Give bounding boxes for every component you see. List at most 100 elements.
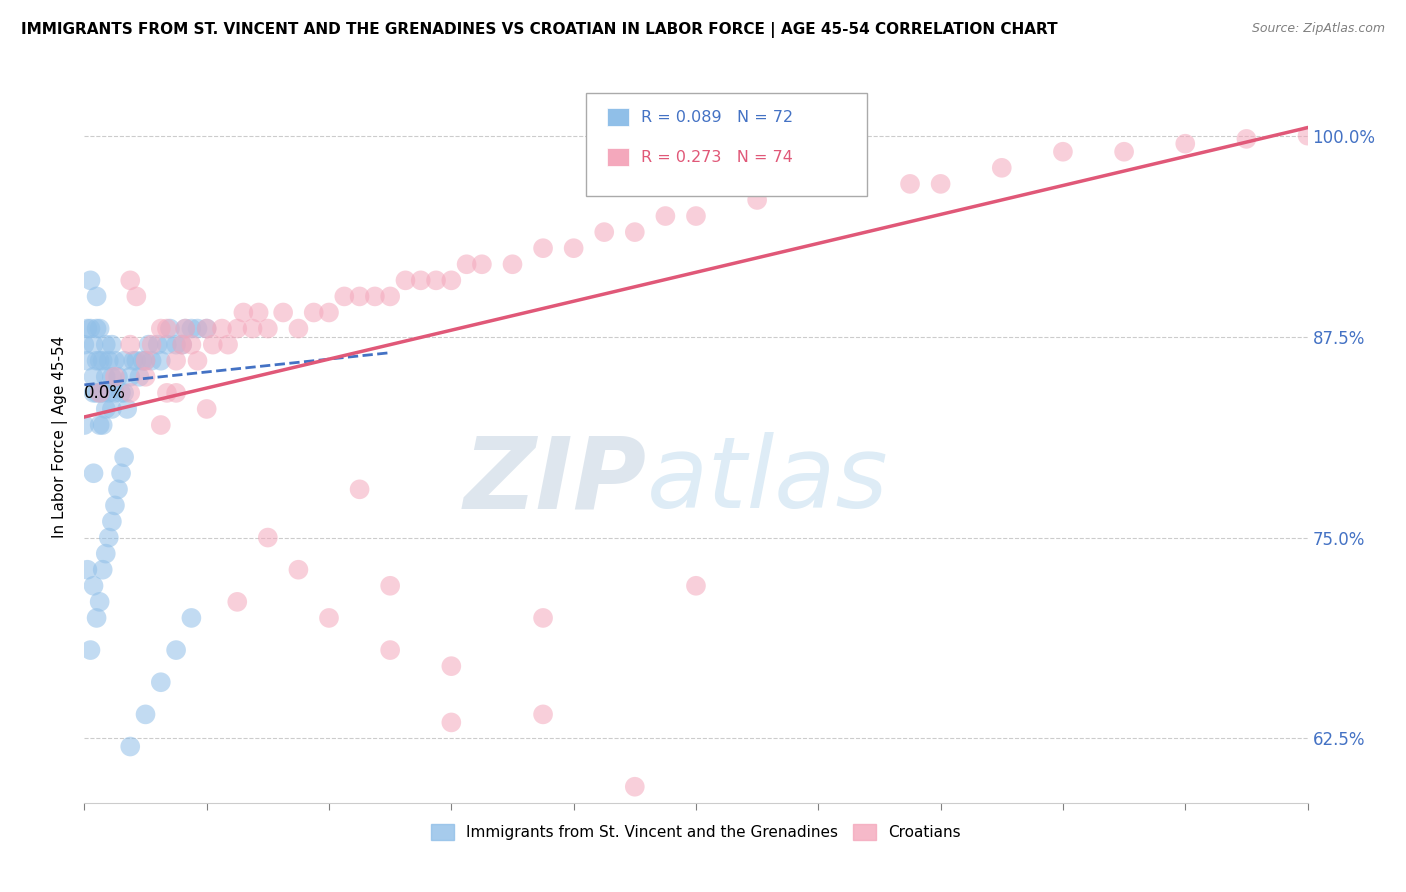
Point — [76, 563, 98, 577]
Point — [156, 321, 179, 335]
Text: atlas: atlas — [647, 433, 889, 530]
Point — [110, 385, 132, 400]
Point — [91, 563, 114, 577]
Point — [101, 515, 124, 529]
Point — [86, 321, 108, 335]
Text: Source: ZipAtlas.com: Source: ZipAtlas.com — [1251, 22, 1385, 36]
Point — [86, 289, 108, 303]
Point — [97, 531, 120, 545]
Point — [440, 715, 463, 730]
Point — [112, 385, 135, 400]
Y-axis label: In Labor Force | Age 45-54: In Labor Force | Age 45-54 — [52, 336, 69, 538]
Point — [97, 385, 120, 400]
Point — [89, 353, 111, 368]
Point — [107, 483, 129, 497]
Point — [146, 337, 169, 351]
Point — [502, 257, 524, 271]
Point — [104, 353, 127, 368]
Point — [115, 401, 138, 416]
Point — [333, 289, 356, 303]
Point — [120, 385, 142, 400]
Point — [257, 531, 280, 545]
Point — [91, 353, 114, 368]
Point — [138, 337, 160, 351]
Point — [531, 707, 554, 722]
Point — [318, 611, 340, 625]
Point — [76, 321, 98, 335]
Point — [898, 177, 921, 191]
Point — [1296, 128, 1319, 143]
Legend: Immigrants from St. Vincent and the Grenadines, Croatians: Immigrants from St. Vincent and the Gren… — [425, 818, 967, 847]
Point — [141, 337, 163, 351]
Point — [73, 337, 96, 351]
Text: R = 0.089   N = 72: R = 0.089 N = 72 — [641, 110, 793, 125]
Point — [86, 385, 108, 400]
Point — [471, 257, 494, 271]
Point — [101, 401, 124, 416]
Point — [112, 450, 135, 465]
Point — [380, 579, 402, 593]
Point — [91, 385, 114, 400]
Point — [149, 675, 172, 690]
Point — [125, 289, 148, 303]
Point — [440, 659, 463, 673]
Point — [165, 337, 187, 351]
Text: ZIP: ZIP — [464, 433, 647, 530]
Point — [174, 321, 197, 335]
Point — [195, 321, 218, 335]
Point — [247, 305, 270, 319]
Point — [122, 353, 145, 368]
Point — [174, 321, 197, 335]
Point — [135, 707, 157, 722]
Point — [120, 273, 142, 287]
Point — [73, 417, 96, 432]
Point — [531, 611, 554, 625]
Point — [76, 353, 98, 368]
Point — [172, 337, 194, 351]
Text: R = 0.273   N = 74: R = 0.273 N = 74 — [641, 150, 793, 165]
Point — [929, 177, 952, 191]
Point — [1236, 132, 1258, 146]
Point — [149, 321, 172, 335]
Point — [232, 305, 254, 319]
Point — [120, 739, 142, 754]
Point — [654, 209, 676, 223]
Point — [94, 401, 117, 416]
Point — [104, 499, 127, 513]
Point — [101, 369, 124, 384]
Point — [91, 417, 114, 432]
Point — [624, 225, 647, 239]
Point — [349, 483, 371, 497]
Point — [89, 417, 111, 432]
Point — [83, 369, 105, 384]
Point — [89, 321, 111, 335]
Point — [159, 321, 181, 335]
Point — [318, 305, 340, 319]
Point — [165, 643, 187, 657]
Point — [425, 273, 447, 287]
Point — [120, 337, 142, 351]
Point — [186, 353, 208, 368]
Point — [991, 161, 1014, 175]
Point — [149, 417, 172, 432]
Point — [287, 321, 309, 335]
Point — [180, 321, 202, 335]
Point — [593, 225, 616, 239]
Point — [97, 353, 120, 368]
Point — [104, 369, 127, 384]
Point — [83, 385, 105, 400]
Point — [94, 337, 117, 351]
Point — [807, 177, 830, 191]
Point — [838, 177, 860, 191]
Text: IMMIGRANTS FROM ST. VINCENT AND THE GRENADINES VS CROATIAN IN LABOR FORCE | AGE : IMMIGRANTS FROM ST. VINCENT AND THE GREN… — [21, 22, 1057, 38]
Point — [141, 353, 163, 368]
Point — [201, 337, 224, 351]
Point — [1052, 145, 1074, 159]
Point — [226, 595, 249, 609]
Point — [180, 337, 202, 351]
Point — [380, 643, 402, 657]
FancyBboxPatch shape — [586, 94, 868, 195]
Point — [195, 401, 218, 416]
Point — [83, 579, 105, 593]
Point — [195, 321, 218, 335]
